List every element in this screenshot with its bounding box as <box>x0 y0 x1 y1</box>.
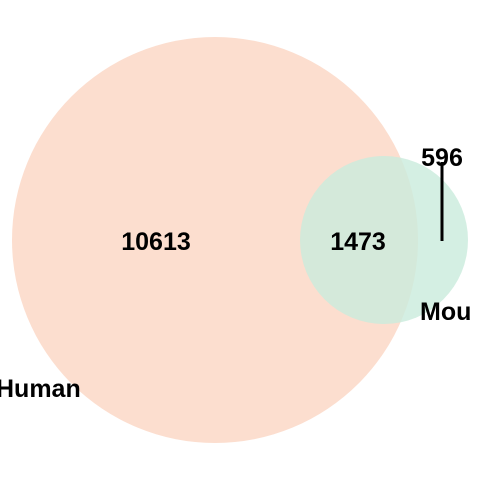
mouse-set-circle <box>300 156 468 324</box>
mouse-set-label: Mou <box>420 298 471 326</box>
human-only-count: 10613 <box>121 228 191 256</box>
human-set-label: Human <box>0 375 81 403</box>
human-set-circle <box>12 37 418 443</box>
mouse-only-count: 596 <box>421 144 463 172</box>
overlap-count: 1473 <box>330 228 386 256</box>
